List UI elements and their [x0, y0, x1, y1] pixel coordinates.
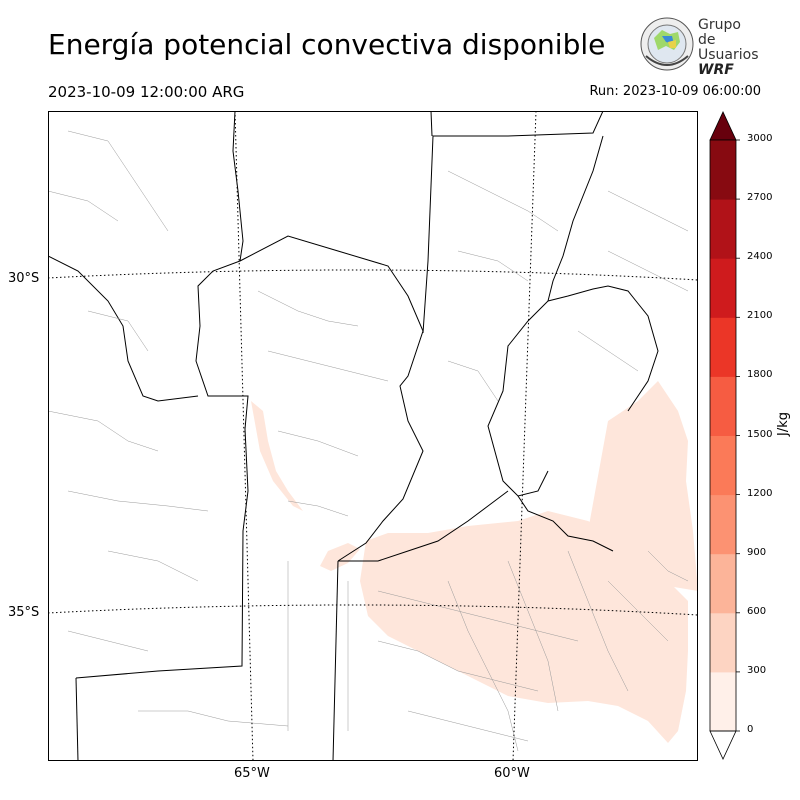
- colorbar-bin: [710, 494, 736, 555]
- lon-label-60w: 60°W: [494, 766, 530, 781]
- colorbar-bin: [710, 435, 736, 496]
- lon-label-65w: 65°W: [234, 766, 270, 781]
- colorbar-bin: [710, 671, 736, 732]
- colorbar-bin: [710, 140, 736, 200]
- valid-time: 2023-10-09 12:00:00 ARG: [48, 83, 245, 101]
- colorbar-strip: [709, 111, 740, 760]
- colorbar-tick-label: 300: [747, 664, 767, 676]
- map-title: Energía potencial convectiva disponible: [48, 28, 606, 61]
- colorbar-tick-label: 2100: [747, 310, 773, 322]
- colorbar-tick-label: 900: [747, 546, 767, 558]
- run-time: Run: 2023-10-09 06:00:00: [589, 84, 761, 99]
- lat-label-30s: 30°S: [8, 271, 40, 286]
- logo-text: Grupo de Usuarios WRF: [698, 18, 760, 78]
- colorbar-bin: [710, 199, 736, 259]
- colorbar: 0 300 600 900 1200 1500 1800 2100 2400 2700 3000: [706, 110, 796, 762]
- logo-line-2: Usuarios: [698, 47, 759, 63]
- colorbar-tick-label: 2700: [747, 192, 773, 204]
- graticule: [48, 111, 698, 761]
- cape-field: [251, 381, 698, 743]
- grupo-wrf-logo: Grupo de Usuarios WRF: [638, 16, 760, 78]
- globe-icon: [640, 17, 694, 71]
- lat-label-35s: 35°S: [8, 605, 40, 620]
- logo-line-3: WRF: [698, 62, 734, 78]
- colorbar-unit: J/kg: [776, 412, 791, 436]
- colorbar-tick-label: 1200: [747, 487, 773, 499]
- department-lines: [48, 130, 689, 752]
- colorbar-tick-label: 0: [747, 724, 754, 735]
- colorbar-bin: [710, 612, 736, 673]
- colorbar-over-triangle: [709, 111, 737, 141]
- colorbar-bin: [710, 258, 736, 318]
- cape-map: [48, 111, 698, 761]
- logo-line-1: Grupo de: [698, 17, 741, 48]
- map-frame: [48, 111, 698, 761]
- colorbar-bin: [710, 553, 736, 614]
- province-boundaries: [48, 111, 659, 761]
- colorbar-bin: [710, 317, 736, 377]
- colorbar-tick-label: 1500: [747, 428, 773, 440]
- colorbar-tick-label: 1800: [747, 369, 773, 381]
- colorbar-tick-label: 3000: [747, 133, 773, 144]
- colorbar-tick-label: 600: [747, 605, 767, 617]
- colorbar-tick-label: 2400: [747, 251, 773, 263]
- colorbar-under-triangle: [709, 730, 737, 760]
- colorbar-bin: [710, 376, 736, 436]
